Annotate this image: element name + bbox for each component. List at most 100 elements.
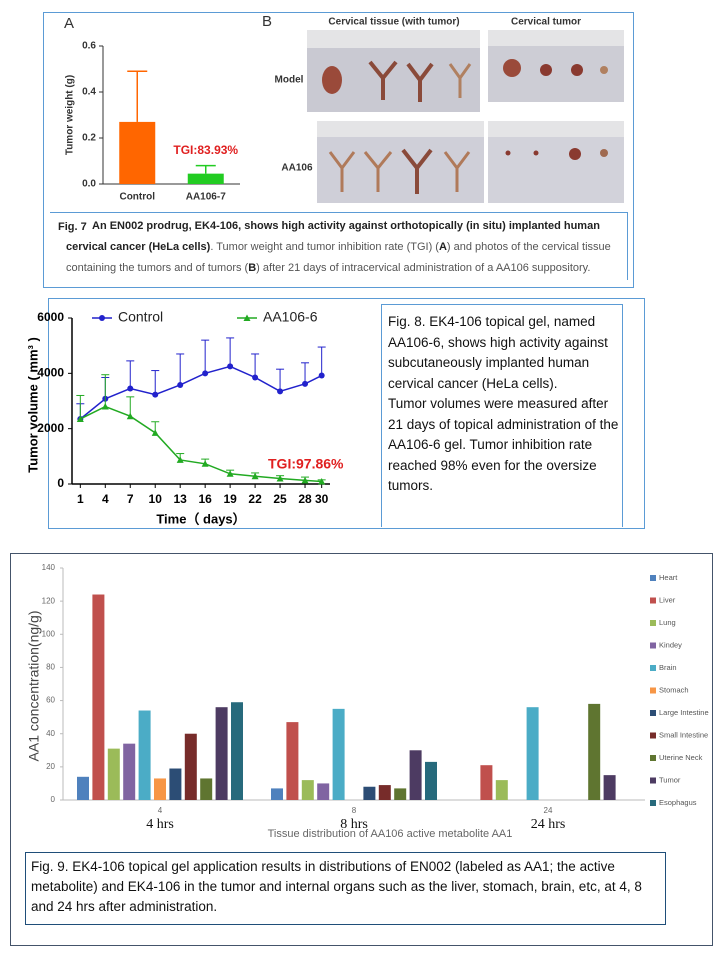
x-tick-label: Control bbox=[119, 192, 155, 203]
marker bbox=[151, 429, 159, 436]
legend-label: Lung bbox=[659, 618, 676, 627]
tissue bbox=[571, 64, 583, 76]
x-tick-label: 25 bbox=[273, 492, 287, 506]
x-tick-label: 10 bbox=[149, 492, 163, 506]
marker bbox=[127, 385, 134, 392]
bar bbox=[215, 707, 228, 800]
bar bbox=[317, 783, 330, 800]
bar bbox=[271, 788, 283, 800]
caption-text: An EN002 prodrug, EK4-106, shows high ac… bbox=[66, 220, 600, 253]
tissue bbox=[368, 60, 398, 100]
caption-text: ) and photos of the cervical tissue cont… bbox=[66, 241, 611, 274]
x-tick-label: AA106-7 bbox=[186, 192, 226, 203]
y-tick-label: 20 bbox=[46, 762, 55, 771]
marker bbox=[318, 372, 325, 379]
y-axis-label: AA1 concentration(ng/g) bbox=[26, 611, 42, 762]
marker bbox=[76, 415, 84, 422]
tissue bbox=[401, 148, 433, 194]
y-tick-label: 140 bbox=[42, 563, 56, 572]
column-title: Cervical tumor bbox=[511, 17, 581, 28]
caption-text: . Tumor weight and tumor inhibition rate… bbox=[210, 241, 439, 253]
caption-paragraph: Tumor volumes were measured after 21 day… bbox=[388, 396, 619, 493]
y-tick-label: 0.2 bbox=[82, 133, 96, 144]
legend-swatch bbox=[650, 755, 656, 761]
annotation: TGI:97.86% bbox=[268, 456, 344, 472]
legend-swatch bbox=[650, 575, 656, 581]
bar bbox=[480, 765, 493, 800]
tissue bbox=[569, 148, 581, 160]
x-tick-label: 4 bbox=[158, 806, 163, 815]
fig9-frame bbox=[10, 553, 713, 946]
y-tick-label: 6000 bbox=[37, 310, 64, 324]
ruler bbox=[307, 30, 480, 48]
x-tick-label: 7 bbox=[127, 492, 134, 506]
legend-label: AA106-6 bbox=[263, 309, 318, 325]
caption-text: B bbox=[248, 262, 257, 274]
legend-swatch bbox=[650, 687, 656, 694]
legend-swatch bbox=[650, 620, 656, 626]
bar bbox=[332, 708, 345, 800]
tissue bbox=[540, 64, 552, 76]
y-tick-label: 0 bbox=[57, 476, 64, 490]
legend-swatch bbox=[650, 732, 656, 739]
bar bbox=[200, 778, 213, 800]
bar bbox=[526, 707, 539, 800]
marker bbox=[227, 363, 234, 370]
legend-swatch bbox=[650, 777, 656, 784]
tissue bbox=[505, 150, 511, 156]
legend-swatch bbox=[650, 642, 656, 649]
bar bbox=[154, 778, 166, 800]
bar bbox=[378, 785, 391, 800]
bar bbox=[425, 761, 437, 800]
ruler bbox=[317, 121, 484, 137]
legend-label: Uterine Neck bbox=[659, 753, 703, 762]
y-tick-label: 100 bbox=[42, 629, 56, 638]
row-label: Model bbox=[275, 75, 304, 86]
y-tick-label: 0 bbox=[51, 795, 56, 804]
bar bbox=[588, 703, 601, 800]
tissue bbox=[322, 66, 342, 94]
marker bbox=[202, 370, 209, 377]
panel-label: B bbox=[262, 13, 272, 30]
photos bbox=[307, 30, 624, 203]
x-tick-label: 28 bbox=[298, 492, 312, 506]
x-tick-label: 16 bbox=[198, 492, 212, 506]
bar bbox=[495, 780, 508, 800]
marker bbox=[101, 403, 109, 410]
marker bbox=[251, 472, 259, 480]
legend-label: Control bbox=[118, 309, 163, 325]
legend-label: Kindey bbox=[659, 640, 682, 649]
bar bbox=[187, 173, 224, 184]
x-tick-label: 19 bbox=[223, 492, 237, 506]
x-tick-label: 22 bbox=[248, 492, 262, 506]
marker bbox=[243, 314, 251, 321]
y-axis-label: Tumor volume ( mm³ ) bbox=[25, 337, 40, 473]
bar bbox=[231, 702, 243, 800]
category-note: 8 hrs bbox=[340, 817, 368, 832]
fig7-frame bbox=[43, 12, 634, 288]
x-tick-label: 4 bbox=[102, 492, 109, 506]
caption-text: A bbox=[438, 241, 447, 253]
bar bbox=[184, 733, 197, 800]
y-tick-label: 0.6 bbox=[82, 41, 96, 52]
panel-label: A bbox=[64, 15, 74, 32]
legend-label: Tumor bbox=[659, 775, 681, 784]
y-tick-label: 60 bbox=[46, 696, 55, 705]
bar bbox=[92, 594, 105, 800]
fig7-label: Fig. 7 bbox=[58, 221, 87, 233]
legend-label: Stomach bbox=[659, 685, 689, 694]
y-tick-label: 40 bbox=[46, 729, 55, 738]
marker bbox=[201, 460, 209, 467]
y-tick-label: 0.0 bbox=[82, 179, 96, 190]
tissue bbox=[363, 151, 393, 192]
category-note: 24 hrs bbox=[531, 817, 566, 832]
legend-label: Small Intestine bbox=[659, 730, 708, 739]
marker bbox=[277, 388, 284, 395]
x-axis-label: Time（ days） bbox=[156, 511, 245, 526]
bar bbox=[107, 748, 120, 800]
tissue bbox=[443, 151, 471, 192]
legend-label: Esophagus bbox=[659, 798, 697, 807]
ruler bbox=[488, 121, 624, 137]
x-tick-label: 8 bbox=[352, 806, 357, 815]
